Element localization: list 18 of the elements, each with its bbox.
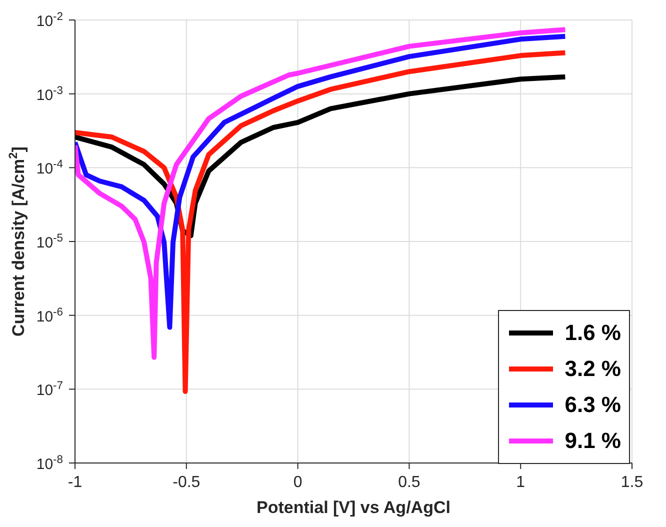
x-tick-label: 1 — [516, 474, 526, 491]
x-tick-label: -1 — [68, 474, 82, 491]
legend-label: 3.2 % — [564, 356, 621, 382]
x-tick-label: 1.5 — [620, 474, 644, 491]
x-tick-label: -0.5 — [172, 474, 200, 491]
x-tick-label: 0.5 — [398, 474, 420, 491]
legend-label: 6.3 % — [564, 392, 621, 418]
legend-label: 1.6 % — [564, 320, 621, 346]
y-tick-label: 10$^{-4}$ — [36, 158, 63, 178]
y-tick-label: 10$^{-8}$ — [36, 454, 63, 473]
legend-label: 9.1 % — [564, 428, 621, 454]
x-axis-title: Potential [V] vs Ag/AgCl — [256, 498, 450, 517]
x-tick-label: 0 — [293, 474, 302, 491]
y-tick-label: 10$^{-3}$ — [36, 84, 63, 104]
y-tick-label: 10$^{-7}$ — [36, 380, 63, 400]
y-tick-label: 10$^{-6}$ — [36, 306, 63, 326]
y-tick-label: 10$^{-5}$ — [36, 232, 63, 252]
y-tick-label: 10$^{-2}$ — [36, 11, 63, 30]
